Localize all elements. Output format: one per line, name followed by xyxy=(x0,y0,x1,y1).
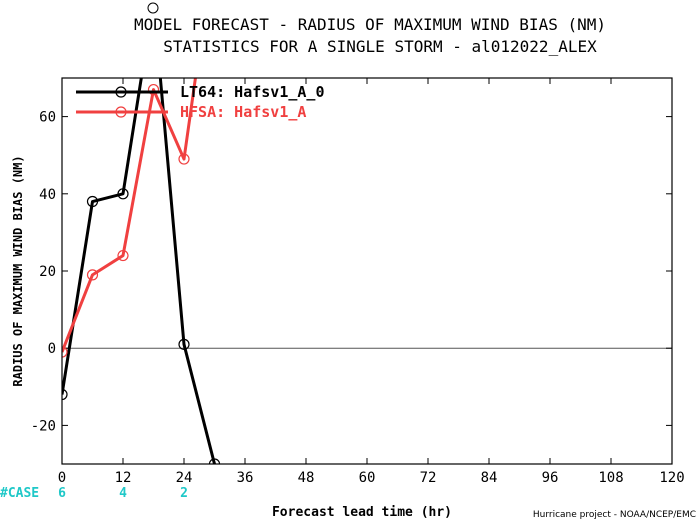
legend-label-0: LT64: Hafsv1_A_0 xyxy=(180,83,325,101)
top-marker-icon xyxy=(147,2,159,14)
legend: LT64: Hafsv1_A_0 HFSA: Hafsv1_A xyxy=(76,83,325,121)
series-1-point xyxy=(117,249,129,262)
y-tick-label: 40 xyxy=(39,187,56,203)
series-1-point xyxy=(86,269,99,281)
series-0-point xyxy=(62,388,68,401)
case-count: 4 xyxy=(119,486,127,501)
case-label: #CASE xyxy=(0,486,39,501)
plot-axes: 0 12 24 36 48 60 72 84 96 108 120 -20 0 20 40 60 xyxy=(31,78,685,486)
y-tick-label: 20 xyxy=(39,264,56,280)
x-tick-label: 84 xyxy=(481,470,498,486)
series-0-point xyxy=(208,458,221,464)
x-tick-label: 108 xyxy=(598,470,623,486)
y-tick-label: 0 xyxy=(48,341,56,357)
case-count: 6 xyxy=(58,486,66,501)
plot-frame xyxy=(61,77,673,465)
series-1-point xyxy=(178,153,190,165)
credit-text: Hurricane project - NOAA/NCEP/EMC xyxy=(533,510,696,520)
x-tick-label: 24 xyxy=(176,470,193,486)
series-1-point xyxy=(147,83,160,96)
y-tick-label: 60 xyxy=(39,110,56,126)
legend-label-1: HFSA: Hafsv1_A xyxy=(180,103,306,121)
x-axis-label: Forecast lead time (hr) xyxy=(272,505,452,520)
series-0-point xyxy=(117,188,129,200)
series-layer xyxy=(62,78,221,464)
x-tick-label: 60 xyxy=(359,470,376,486)
x-tick-label: 96 xyxy=(542,470,559,486)
series-line-1 xyxy=(62,78,197,353)
chart-title-line1: MODEL FORECAST - RADIUS OF MAXIMUM WIND … xyxy=(134,15,606,34)
y-tick-label: -20 xyxy=(31,418,56,434)
series-line-0 xyxy=(62,78,216,464)
x-tick-label: 12 xyxy=(115,470,132,486)
x-tick-label: 48 xyxy=(298,470,315,486)
series-0-point xyxy=(178,338,190,350)
y-axis-label: RADIUS OF MAXIMUM WIND BIAS (NM) xyxy=(11,155,25,386)
x-tick-label: 120 xyxy=(659,470,684,486)
chart-title-line2: STATISTICS FOR A SINGLE STORM - al012022… xyxy=(163,37,597,56)
legend-marker-1 xyxy=(115,106,127,118)
x-tick-label: 36 xyxy=(237,470,254,486)
legend-marker-0 xyxy=(115,86,127,98)
series-1-point xyxy=(62,346,68,358)
case-count: 2 xyxy=(180,486,188,501)
series-0-point xyxy=(86,195,99,208)
case-counts: 6 4 2 xyxy=(58,486,188,501)
x-tick-label: 72 xyxy=(420,470,437,486)
x-tick-label: 0 xyxy=(58,470,66,486)
